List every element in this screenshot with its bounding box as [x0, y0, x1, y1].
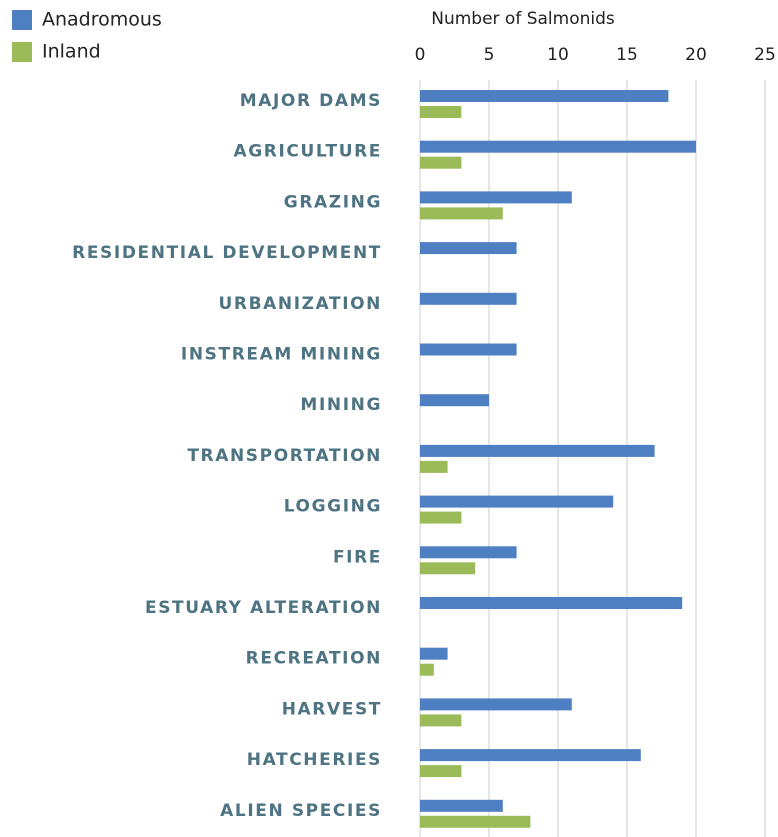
bar — [420, 191, 572, 204]
bar — [420, 546, 517, 559]
y-tick-label: ALIEN SPECIES — [220, 801, 382, 821]
bar — [420, 90, 669, 102]
y-tick-label: RECREATION — [246, 649, 382, 669]
bar — [420, 511, 462, 524]
y-tick-label: TRANSPORTATION — [187, 446, 382, 466]
y-tick-label: RESIDENTIAL DEVELOPMENT — [72, 243, 382, 263]
bar — [420, 815, 531, 828]
bar — [420, 749, 641, 762]
bar — [420, 460, 448, 473]
bar — [420, 106, 462, 118]
bar — [420, 394, 489, 407]
legend-swatch — [12, 42, 32, 62]
x-tick-label: 25 — [754, 45, 776, 65]
y-tick-label: HARVEST — [282, 699, 382, 719]
y-tick-label: AGRICULTURE — [233, 142, 382, 162]
bar — [420, 292, 517, 305]
bar — [420, 698, 572, 711]
legend-swatch — [12, 10, 32, 30]
y-tick-label: INSTREAM MINING — [181, 345, 382, 365]
bar — [420, 663, 434, 676]
x-tick-label: 0 — [415, 45, 426, 65]
bar — [420, 597, 683, 609]
y-tick-label: FIRE — [333, 547, 382, 567]
bar — [420, 714, 462, 727]
bar — [420, 444, 655, 457]
bar — [420, 156, 462, 169]
legend-label: Anadromous — [42, 9, 162, 31]
bar — [420, 799, 503, 812]
bar — [420, 562, 476, 575]
bar — [420, 765, 462, 778]
bar — [420, 242, 517, 255]
bar — [420, 343, 517, 356]
legend-label: Inland — [42, 41, 101, 63]
y-tick-label: ESTUARY ALTERATION — [145, 598, 382, 618]
x-tick-label: 5 — [484, 45, 495, 65]
y-tick-label: HATCHERIES — [247, 750, 382, 770]
y-tick-label: URBANIZATION — [218, 294, 382, 314]
x-tick-label: 15 — [616, 45, 638, 65]
y-tick-label: LOGGING — [284, 497, 382, 517]
bar — [420, 207, 503, 220]
bar — [420, 647, 448, 660]
y-tick-label: MAJOR DAMS — [240, 91, 382, 111]
bar — [420, 140, 696, 153]
x-tick-label: 20 — [685, 45, 707, 65]
bar — [420, 495, 614, 508]
x-tick-label: 10 — [547, 45, 569, 65]
x-axis-label: Number of Salmonids — [431, 9, 615, 29]
y-tick-label: MINING — [300, 395, 382, 415]
y-tick-label: GRAZING — [284, 192, 382, 212]
